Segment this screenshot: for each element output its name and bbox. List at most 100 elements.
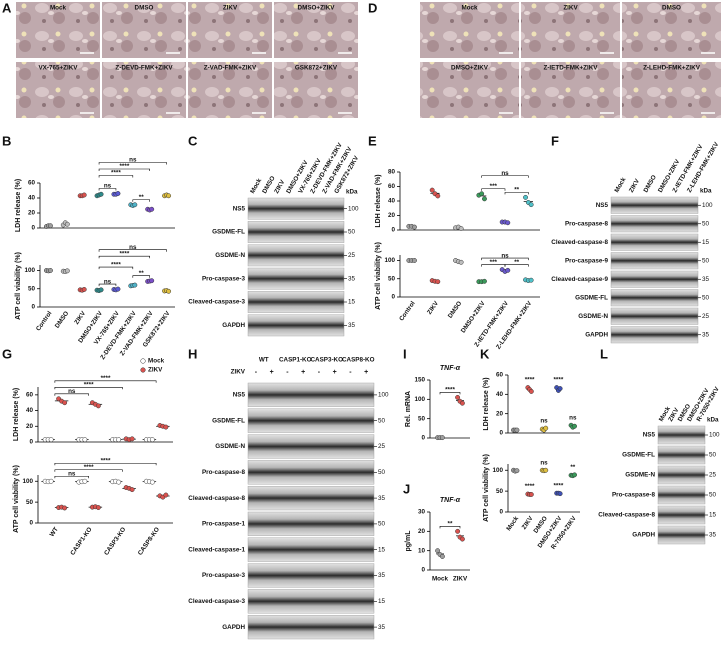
panel-label: B	[2, 133, 11, 148]
sig-label: ns	[129, 157, 137, 164]
blot-row-label: GAPDH	[222, 322, 245, 329]
y-tick-label: 20	[388, 212, 396, 219]
blot-row-label: GAPDH	[632, 532, 655, 539]
legend-marker	[140, 358, 146, 364]
data-point	[459, 400, 465, 406]
treatment-label: ZIKV	[231, 369, 246, 376]
sig-label: ***	[490, 183, 498, 190]
sig-label: ****	[119, 250, 129, 257]
micrograph-label: DMSO	[135, 5, 154, 12]
blot-strip	[657, 525, 706, 545]
data-point	[543, 425, 549, 431]
blot-strip	[247, 486, 375, 511]
data-point	[82, 478, 88, 484]
kda-label: 50	[348, 229, 356, 236]
y-tick-label: 0	[391, 227, 395, 234]
blot-strip	[247, 197, 345, 220]
y-tick-label: 0	[29, 439, 33, 446]
y-tick-label: 60	[388, 183, 396, 190]
blot-strip	[247, 291, 345, 313]
y-tick-label: 40	[28, 195, 36, 202]
blot-strip	[247, 460, 375, 485]
data-point	[163, 424, 169, 430]
kda-label: 35	[702, 276, 710, 283]
blot-row-label: Cleaved-caspase-3	[188, 598, 245, 605]
treatment-sign: -	[349, 369, 352, 376]
data-point	[64, 221, 70, 227]
blot-strip	[610, 233, 699, 251]
blot-row-label: Cleaved-caspase-8	[188, 495, 245, 502]
data-point	[505, 267, 511, 273]
x-tick-label: DMSO	[447, 300, 464, 320]
y-tick-label: 80	[388, 169, 396, 176]
x-tick-label: ZIKV	[426, 299, 440, 315]
sig-bracket	[439, 392, 461, 395]
data-point	[129, 436, 135, 442]
chart-title: TNF-α	[440, 497, 461, 504]
blot-strip	[610, 196, 699, 214]
sig-label: ****	[119, 163, 129, 170]
y-tick-label: 0	[391, 294, 395, 301]
y-tick-label: 0	[421, 435, 425, 442]
blot-strip	[610, 215, 699, 233]
data-point	[439, 554, 445, 559]
y-tick-label: 0	[31, 225, 35, 232]
y-tick-label: 10	[418, 547, 426, 554]
micrograph-label: Mock	[50, 5, 67, 12]
data-point	[81, 287, 87, 292]
blot-row-label: Pro-caspase-9	[565, 257, 609, 264]
blot-strip	[247, 434, 375, 459]
treatment-sign: +	[333, 369, 337, 376]
y-axis-label: LDH release (%)	[483, 377, 490, 430]
data-point	[482, 196, 487, 202]
data-point	[149, 206, 155, 212]
data-point	[458, 226, 464, 232]
y-axis-label: LDH release (%)	[13, 388, 20, 441]
micrograph	[274, 62, 358, 118]
y-axis-label: Rel. mRNA	[405, 391, 412, 427]
micrograph	[16, 2, 100, 58]
data-point	[435, 548, 441, 554]
sig-bracket	[98, 283, 117, 287]
group-label: WT	[259, 357, 269, 364]
micrograph-label: Z-VAD-FMK+ZIKV	[204, 65, 257, 72]
data-point	[505, 220, 511, 226]
group-label: CASP8-KO	[342, 357, 375, 364]
kda-label: 15	[702, 239, 710, 246]
blot-strip	[247, 382, 375, 407]
micrograph-label: Z-LEHD-FMK+ZIKV	[643, 65, 701, 72]
kda-label: 35	[348, 275, 356, 282]
blot-row-label: GSDME-FL	[212, 417, 245, 424]
data-point	[479, 191, 485, 197]
kda-unit: kDa	[346, 189, 358, 196]
legend-label: Mock	[148, 358, 165, 365]
y-axis-label: LDH release (%)	[15, 179, 22, 232]
sig-label: ****	[84, 464, 94, 471]
micrograph-label: GSK872+ZIKV	[295, 65, 338, 72]
data-point	[95, 403, 101, 409]
x-tick-label: Mock	[505, 515, 520, 533]
data-point	[62, 400, 68, 406]
sig-label: ***	[490, 259, 498, 266]
y-tick-label: 20	[26, 423, 34, 430]
data-point	[149, 278, 155, 284]
micrograph	[102, 2, 186, 58]
sig-label: ns	[129, 244, 137, 251]
x-tick-label: Control	[35, 310, 54, 333]
y-axis-label: ATP cell viability (%)	[375, 242, 382, 310]
blot-strip	[610, 289, 699, 307]
kda-label: 35	[378, 495, 386, 502]
lane-label: Mock	[613, 176, 627, 194]
blot-strip	[657, 465, 706, 485]
data-point	[163, 492, 169, 498]
kda-label: 35	[378, 572, 386, 579]
kda-label: 50	[709, 492, 717, 499]
sig-label: ****	[111, 170, 121, 177]
panel-label: G	[2, 346, 12, 361]
blot-strip	[610, 270, 699, 288]
kda-label: 50	[702, 257, 710, 264]
treatment-sign: -	[255, 369, 258, 376]
sig-bracket	[439, 526, 461, 529]
blot-row-label: GSDME-N	[215, 252, 245, 259]
sig-label: ****	[84, 381, 94, 388]
